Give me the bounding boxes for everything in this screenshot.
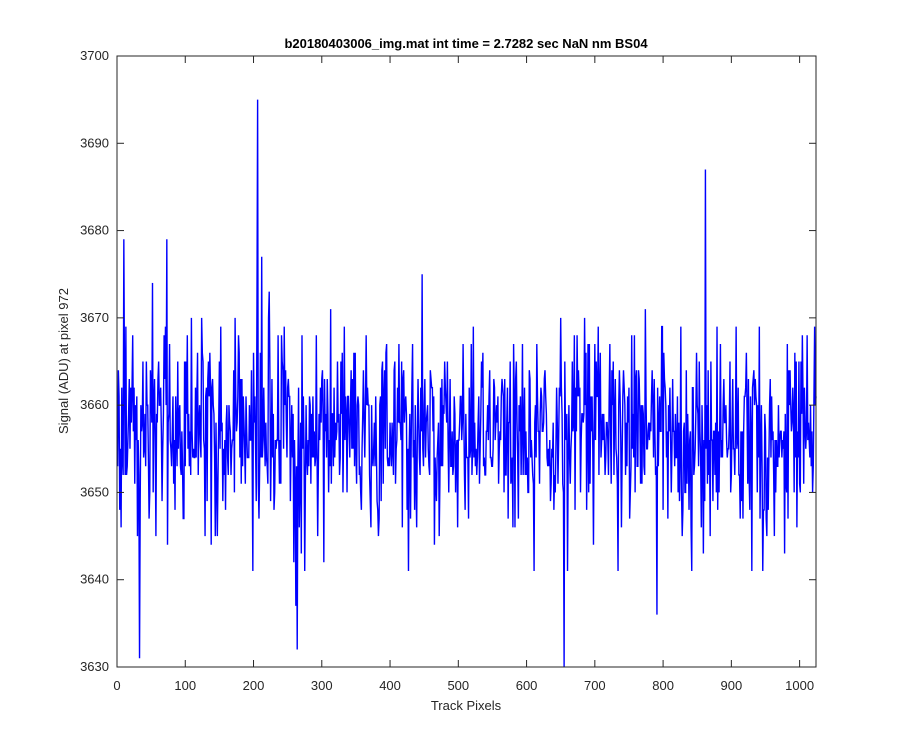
- x-axis-label: Track Pixels: [431, 698, 502, 713]
- chart-title: b20180403006_img.mat int time = 2.7282 s…: [284, 36, 648, 51]
- plot-frame: [116, 55, 817, 668]
- x-tick-label: 300: [311, 678, 333, 693]
- y-axis: 3630 3640 3650 3660 3670 3680 3690 3700: [80, 48, 816, 674]
- x-tick-label: 1000: [785, 678, 814, 693]
- x-axis: 0 100 200 300 400 500 600 700 800 900 1000: [113, 56, 814, 693]
- x-tick-label: 700: [584, 678, 606, 693]
- x-tick-label: 900: [721, 678, 743, 693]
- x-tick-label: 100: [174, 678, 196, 693]
- series-layer: [116, 99, 817, 668]
- x-tick-label: 0: [113, 678, 120, 693]
- x-tick-label: 400: [379, 678, 401, 693]
- y-axis-label: Signal (ADU) at pixel 972: [56, 288, 71, 434]
- y-tick-label: 3670: [80, 310, 109, 325]
- y-tick-label: 3700: [80, 48, 109, 63]
- y-tick-label: 3690: [80, 135, 109, 150]
- y-tick-label: 3650: [80, 484, 109, 499]
- y-tick-label: 3680: [80, 223, 109, 238]
- x-tick-label: 800: [652, 678, 674, 693]
- y-tick-label: 3660: [80, 397, 109, 412]
- x-tick-label: 600: [516, 678, 538, 693]
- x-tick-label: 500: [447, 678, 469, 693]
- y-tick-label: 3630: [80, 659, 109, 674]
- x-tick-label: 200: [243, 678, 265, 693]
- y-tick-label: 3640: [80, 572, 109, 587]
- series-line: [116, 99, 817, 668]
